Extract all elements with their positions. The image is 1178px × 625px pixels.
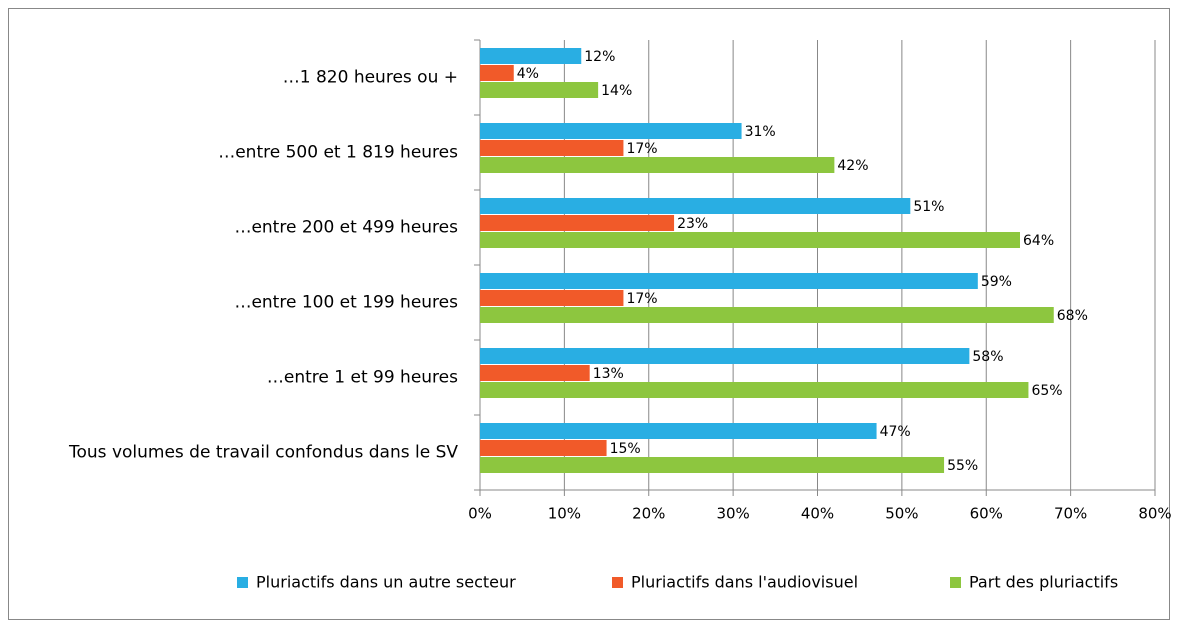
bar — [480, 382, 1029, 398]
y-tick-label: …entre 100 et 199 heures — [234, 293, 458, 313]
data-label: 64% — [1023, 233, 1054, 249]
data-label: 4% — [517, 66, 539, 82]
bar — [480, 457, 945, 473]
data-label: 55% — [947, 458, 978, 474]
data-label: 31% — [745, 124, 776, 140]
x-tick-label: 80% — [1138, 505, 1171, 523]
y-tick-label: …entre 1 et 99 heures — [267, 368, 458, 388]
data-label: 58% — [972, 349, 1003, 365]
x-tick-label: 70% — [1054, 505, 1087, 523]
bar — [480, 198, 911, 214]
bar — [480, 48, 582, 64]
data-label: 14% — [601, 83, 632, 99]
legend-label: Pluriactifs dans l'audiovisuel — [631, 573, 858, 592]
bar — [480, 232, 1020, 248]
x-tick-label: 10% — [548, 505, 581, 523]
bar — [480, 157, 835, 173]
data-label: 42% — [837, 158, 868, 174]
data-label: 23% — [677, 216, 708, 232]
bar — [480, 140, 624, 156]
bar — [480, 82, 599, 98]
bar — [480, 123, 742, 139]
legend-label: Part des pluriactifs — [969, 573, 1118, 592]
x-tick-label: 60% — [970, 505, 1003, 523]
data-label: 65% — [1031, 383, 1062, 399]
data-label: 51% — [913, 199, 944, 215]
data-label: 17% — [626, 141, 657, 157]
bar — [480, 440, 607, 456]
data-label: 47% — [880, 424, 911, 440]
data-label: 59% — [981, 274, 1012, 290]
data-label: 12% — [584, 49, 615, 65]
data-label: 68% — [1057, 308, 1088, 324]
data-label: 13% — [593, 366, 624, 382]
bar — [480, 65, 514, 81]
x-tick-label: 30% — [716, 505, 749, 523]
bar — [480, 215, 675, 231]
legend-swatch — [612, 577, 623, 588]
x-tick-label: 50% — [885, 505, 918, 523]
bar — [480, 348, 970, 364]
y-tick-label: Tous volumes de travail confondus dans l… — [68, 443, 458, 463]
x-tick-label: 0% — [468, 505, 492, 523]
y-tick-label: …entre 200 et 499 heures — [234, 218, 458, 238]
legend-swatch — [237, 577, 248, 588]
bar — [480, 365, 590, 381]
bar — [480, 307, 1054, 323]
data-label: 17% — [626, 291, 657, 307]
legend-swatch — [950, 577, 961, 588]
data-label: 15% — [610, 441, 641, 457]
legend-label: Pluriactifs dans un autre secteur — [256, 573, 516, 592]
bar — [480, 273, 978, 289]
x-tick-label: 40% — [801, 505, 834, 523]
y-tick-label: …1 820 heures ou + — [283, 68, 458, 88]
bar — [480, 290, 624, 306]
bar — [480, 423, 877, 439]
x-tick-label: 20% — [632, 505, 665, 523]
y-tick-label: …entre 500 et 1 819 heures — [218, 143, 458, 163]
